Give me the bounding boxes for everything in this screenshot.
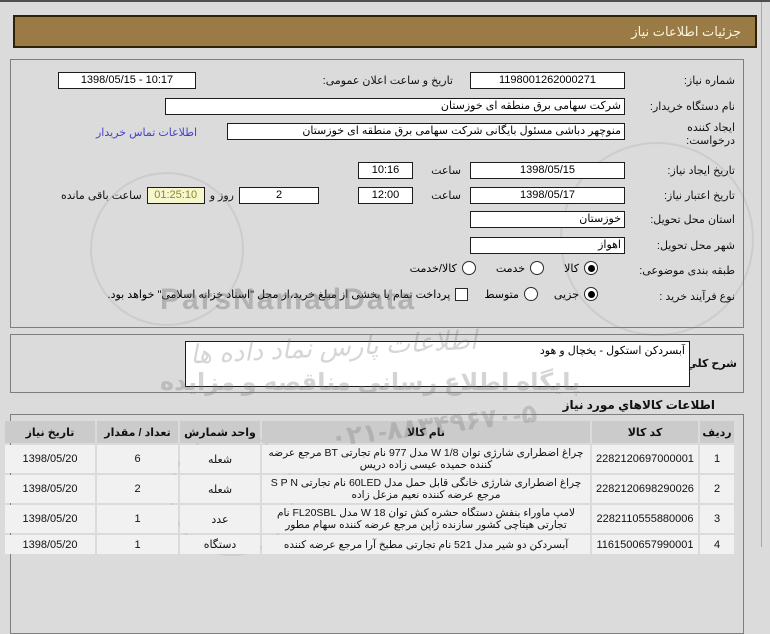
remaining-days-field[interactable]: 2 — [239, 187, 319, 204]
subject-class-options: کالا خدمت کالا/خدمت — [410, 261, 598, 275]
purchase-option-label: متوسط — [484, 288, 519, 301]
validity-time-field[interactable]: 12:00 — [358, 187, 413, 204]
created-date-field[interactable]: 1398/05/15 — [470, 162, 625, 179]
table-row: 3 2282110555880006 لامپ ماوراء بنفش دستگاه… — [5, 505, 734, 533]
item-code-cell: 2282120697000001 — [592, 445, 698, 473]
item-unit-cell: عدد — [180, 505, 260, 533]
item-name-cell: لامپ ماوراء بنفش دستگاه حشره کش توان 18 … — [262, 505, 590, 533]
announce-datetime-label: تاریخ و ساعت اعلان عمومی: — [322, 75, 453, 87]
created-hour-label: ساعت — [431, 165, 461, 177]
purchase-type-label: نوع فرآیند خرید : — [659, 291, 735, 303]
subject-option-label: کالا — [564, 262, 579, 275]
province-label: استان محل تحویل: — [650, 214, 735, 226]
subject-option-khedmat[interactable]: خدمت — [495, 261, 545, 275]
col-row-number: ردیف — [700, 421, 734, 443]
row-number-cell: 1 — [700, 445, 734, 473]
remaining-hours-suffix: ساعت باقی مانده — [60, 190, 142, 202]
purchase-option-label: جزیی — [553, 288, 579, 301]
subject-option-kala[interactable]: کالا — [564, 261, 598, 275]
radio-icon[interactable] — [584, 261, 598, 275]
need-date-cell: 1398/05/20 — [5, 445, 95, 473]
need-number-field[interactable]: 1198001262000271 — [470, 72, 625, 89]
item-qty-cell: 2 — [97, 475, 178, 503]
subject-option-label: کالا/خدمت — [409, 262, 457, 275]
items-section-title: اطلاعات کالاهاي مورد نیاز — [562, 398, 715, 412]
subject-option-label: خدمت — [495, 262, 526, 275]
col-item-unit: واحد شمارش — [180, 421, 260, 443]
item-name-cell: چراغ اضطراری شارژی خانگی قابل حمل مدل 60… — [262, 475, 590, 503]
page: { "colors": { "titlebar_bg": "#9a7b45", … — [0, 0, 770, 545]
subject-class-label: طبقه بندی موضوعی: — [639, 265, 735, 277]
request-creator-field[interactable]: منوچهر دباشی مسئول بایگانی شرکت سهامی بر… — [227, 123, 625, 140]
items-panel: ردیف کد کالا نام کالا واحد شمارش تعداد /… — [5, 414, 744, 634]
page-title: جزئیات اطلاعات نیاز — [631, 23, 741, 39]
radio-icon[interactable] — [523, 287, 538, 301]
page-title-bar: جزئیات اطلاعات نیاز — [13, 15, 757, 48]
description-field[interactable]: آبسردکن استکول - یخچال و هود — [185, 341, 690, 387]
radio-icon[interactable] — [530, 261, 545, 275]
need-date-cell: 1398/05/20 — [5, 475, 95, 503]
item-qty-cell: 1 — [97, 505, 178, 533]
buyer-contact-link[interactable]: اطلاعات تماس خریدار — [96, 127, 198, 139]
purchase-type-options: جزیی متوسط پرداخت تمام یا بخشی از مبلغ خ… — [108, 287, 598, 301]
purchase-option-motevasset[interactable]: متوسط — [484, 287, 538, 301]
city-field[interactable]: اهواز — [470, 237, 625, 254]
remaining-time-group: 2 روز و 01:25:10 ساعت باقی مانده — [36, 187, 319, 204]
item-code-cell: 2282120698290026 — [592, 475, 698, 503]
col-item-name: نام کالا — [262, 421, 590, 443]
validity-date-label: تاریخ اعتبار نیاز: — [663, 190, 735, 202]
subject-option-kala-khedmat[interactable]: کالا/خدمت — [410, 261, 476, 275]
item-qty-cell: 6 — [97, 445, 178, 473]
table-row: 2 2282120698290026 چراغ اضطراری شارژی خانگ… — [5, 475, 734, 503]
col-item-qty: تعداد / مقدار — [97, 421, 178, 443]
created-time-field[interactable]: 10:16 — [358, 162, 413, 179]
table-row: 1 2282120697000001 چراغ اضطراری شارژی توان… — [5, 445, 734, 473]
validity-hour-label: ساعت — [431, 190, 461, 202]
row-number-cell: 2 — [700, 475, 734, 503]
radio-icon[interactable] — [461, 261, 476, 275]
radio-icon[interactable] — [584, 287, 598, 301]
buyer-org-label: نام دستگاه خریدار: — [649, 101, 735, 113]
item-unit-cell: شعله — [180, 475, 260, 503]
description-panel: شرح کلي نیاز: آبسردکن استکول - یخچال و ه… — [10, 334, 744, 393]
items-table: ردیف کد کالا نام کالا واحد شمارش تعداد /… — [3, 419, 736, 556]
remaining-countdown: 01:25:10 — [146, 187, 205, 204]
remaining-days-suffix: روز و — [209, 190, 234, 202]
created-date-label: تاریخ ایجاد نیاز: — [667, 165, 735, 177]
city-label: شهر محل تحویل: — [656, 240, 735, 252]
item-unit-cell: شعله — [180, 445, 260, 473]
need-number-label: شماره نیاز: — [683, 75, 735, 87]
page-frame-line — [761, 2, 762, 547]
purchase-option-jozii[interactable]: جزیی — [554, 287, 598, 301]
request-creator-label: ایجاد کننده درخواست: — [686, 122, 735, 147]
need-date-cell: 1398/05/20 — [5, 505, 95, 533]
province-field[interactable]: خوزستان — [470, 211, 625, 228]
items-table-body: 1 2282120697000001 چراغ اضطراری شارژی توان… — [5, 445, 734, 554]
item-name-cell: چراغ اضطراری شارژی توان 1/8 W مدل 977 نا… — [262, 445, 590, 473]
buyer-org-field[interactable]: شرکت سهامی برق منطقه ای خوزستان — [165, 98, 625, 115]
treasury-checkbox-item[interactable]: پرداخت تمام یا بخشی از مبلغ خرید،از محل … — [107, 287, 469, 301]
announce-datetime-field[interactable]: 1398/05/15 - 10:17 — [58, 72, 196, 89]
validity-date-field[interactable]: 1398/05/17 — [470, 187, 625, 204]
item-code-cell: 2282110555880006 — [592, 505, 698, 533]
treasury-checkbox-label: پرداخت تمام یا بخشی از مبلغ خرید،از محل … — [107, 288, 451, 301]
col-item-code: کد کالا — [592, 421, 698, 443]
row-number-cell: 3 — [700, 505, 734, 533]
need-info-panel: شماره نیاز: 1198001262000271 تاریخ و ساع… — [10, 59, 744, 328]
checkbox-icon[interactable] — [455, 287, 469, 301]
table-header-row: ردیف کد کالا نام کالا واحد شمارش تعداد /… — [5, 421, 734, 443]
col-need-date: تاریخ نیاز — [5, 421, 95, 443]
